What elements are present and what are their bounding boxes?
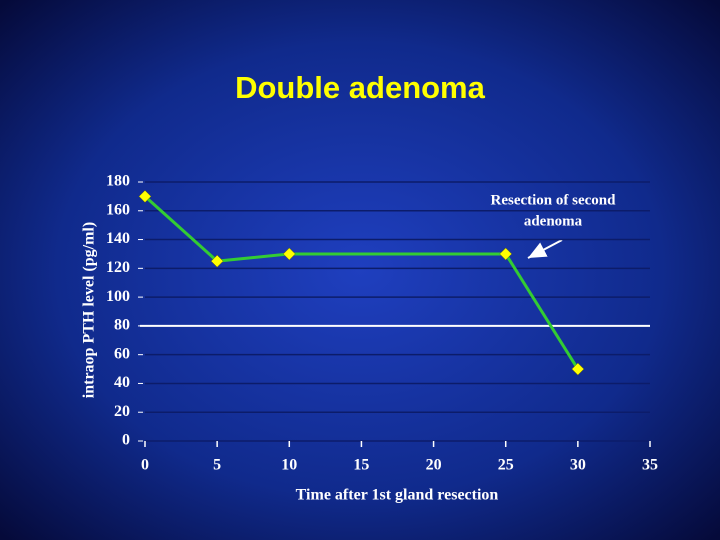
y-tick-label: 0 <box>122 432 130 449</box>
x-tick-label: 35 <box>642 457 658 474</box>
y-tick-label: 160 <box>106 201 130 218</box>
y-tick-label: 60 <box>114 345 130 362</box>
chart-title: Double adenoma <box>235 70 486 105</box>
data-point <box>138 190 152 203</box>
y-tick-label: 100 <box>106 288 130 305</box>
y-tick-label: 40 <box>114 374 130 391</box>
data-point <box>499 247 513 261</box>
x-tick-label: 20 <box>426 457 442 474</box>
x-tick-label: 10 <box>281 457 297 474</box>
y-tick-label: 80 <box>114 317 130 334</box>
x-axis-label: Time after 1st gland resection <box>296 487 499 504</box>
y-tick-label: 140 <box>106 230 130 247</box>
annotation: adenoma <box>524 213 583 229</box>
x-tick-label: 15 <box>353 457 369 474</box>
x-tick-label: 30 <box>570 457 586 474</box>
x-tick-label: 5 <box>213 457 221 474</box>
annotation: Resection of second <box>491 192 617 208</box>
x-tick-label: 0 <box>141 457 149 474</box>
x-tick-label: 25 <box>498 457 514 474</box>
y-axis-label: intraop PTH level (pg/ml) <box>81 222 98 398</box>
y-tick-label: 20 <box>114 403 130 420</box>
annotation-arrow <box>527 239 563 259</box>
y-tick-label: 120 <box>106 259 130 276</box>
data-point <box>282 247 296 261</box>
data-point <box>210 254 224 268</box>
data-point <box>571 362 585 376</box>
y-tick-label: 180 <box>106 173 130 190</box>
